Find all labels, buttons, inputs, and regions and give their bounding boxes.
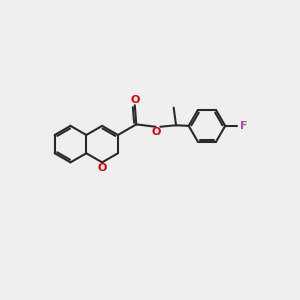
Text: O: O (151, 127, 161, 137)
Text: O: O (130, 95, 140, 105)
Text: F: F (240, 121, 247, 131)
Text: O: O (98, 163, 107, 173)
